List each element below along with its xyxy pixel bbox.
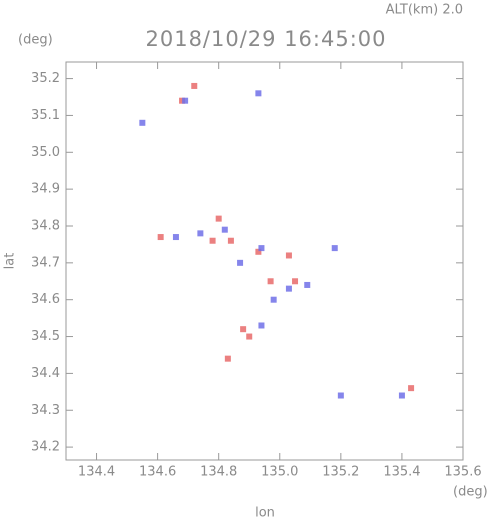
echo-point: [157, 234, 164, 241]
x-tick-label: 135.6: [444, 465, 481, 480]
echo-point: [240, 326, 247, 333]
echo-point: [172, 234, 179, 241]
y-tick-label: 35.0: [31, 145, 60, 160]
echo-point: [139, 119, 146, 126]
echo-point: [398, 392, 405, 399]
y-tick-label: 34.6: [31, 292, 60, 307]
y-tick-label: 34.9: [31, 182, 60, 197]
echo-point: [215, 215, 222, 222]
echo-point: [408, 385, 415, 392]
x-unit: (deg): [453, 485, 488, 500]
y-tick-label: 34.3: [31, 403, 60, 418]
x-tick-label: 134.4: [78, 465, 115, 480]
echo-point: [246, 333, 253, 340]
echo-point: [331, 245, 338, 252]
echo-point: [197, 230, 204, 237]
x-tick-label: 135.4: [383, 465, 420, 480]
y-tick-label: 34.4: [31, 366, 60, 381]
echo-point: [255, 248, 262, 255]
x-tick-label: 135.0: [261, 465, 298, 480]
x-tick-label: 134.6: [139, 465, 176, 480]
y-tick-label: 34.2: [31, 440, 60, 455]
echo-point: [227, 237, 234, 244]
plot-frame: [65, 61, 464, 461]
echo-point: [258, 322, 265, 329]
x-tick-label: 135.2: [322, 465, 359, 480]
echo-point: [267, 278, 274, 285]
altitude-label: ALT(km) 2.0: [386, 3, 463, 18]
echo-point: [179, 97, 186, 104]
echo-point: [255, 90, 262, 97]
y-tick-label: 35.2: [31, 71, 60, 86]
x-tick-label: 134.8: [200, 465, 237, 480]
echo-point: [182, 97, 189, 104]
y-axis-label: lat: [3, 253, 18, 270]
y-tick-label: 34.5: [31, 329, 60, 344]
x-axis-label: lon: [255, 506, 275, 521]
y-tick-label: 34.7: [31, 255, 60, 270]
echo-point: [237, 259, 244, 266]
echo-point: [191, 82, 198, 89]
echo-point: [224, 355, 231, 362]
y-unit: (deg): [18, 33, 53, 48]
echo-point: [209, 237, 216, 244]
echo-point: [285, 252, 292, 259]
y-tick-label: 35.1: [31, 108, 60, 123]
echo-point: [304, 281, 311, 288]
y-tick-label: 34.8: [31, 218, 60, 233]
echo-point: [270, 296, 277, 303]
echo-point: [337, 392, 344, 399]
echo-point: [258, 245, 265, 252]
echo-point: [292, 278, 299, 285]
echo-point: [221, 226, 228, 233]
echo-point: [285, 285, 292, 292]
chart-title: 2018/10/29 16:45:00: [145, 27, 386, 51]
